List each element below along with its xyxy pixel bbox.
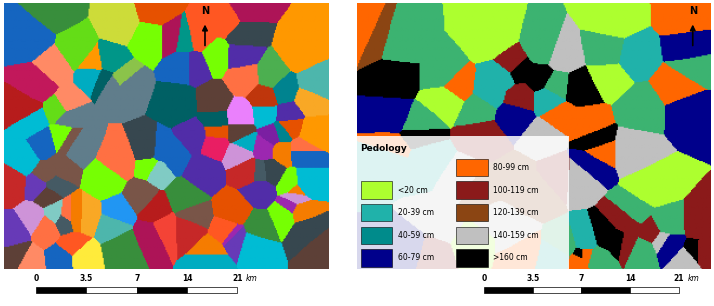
Bar — [361, 181, 393, 199]
Bar — [36, 287, 86, 293]
Text: N: N — [689, 6, 697, 16]
Bar — [137, 287, 187, 293]
Text: km: km — [246, 274, 257, 283]
Text: 3.5: 3.5 — [526, 274, 540, 283]
Bar — [357, 136, 569, 269]
Text: 14: 14 — [182, 274, 192, 283]
Text: >160 cm: >160 cm — [493, 253, 528, 263]
Text: 7: 7 — [579, 274, 584, 283]
Bar — [456, 204, 488, 221]
Text: 3.5: 3.5 — [80, 274, 93, 283]
Text: 20-39 cm: 20-39 cm — [398, 208, 433, 217]
Text: N: N — [201, 6, 209, 16]
Bar — [456, 249, 488, 267]
Text: 21: 21 — [232, 274, 243, 283]
Text: 0: 0 — [34, 274, 39, 283]
Bar — [456, 181, 488, 199]
Bar — [361, 227, 393, 244]
Text: 14: 14 — [625, 274, 635, 283]
Bar — [456, 227, 488, 244]
Bar — [484, 287, 533, 293]
Bar — [630, 287, 678, 293]
Text: Pedology: Pedology — [361, 144, 407, 154]
Bar — [187, 287, 238, 293]
Text: 21: 21 — [673, 274, 684, 283]
Text: 60-79 cm: 60-79 cm — [398, 253, 434, 263]
Bar — [361, 249, 393, 267]
Text: 40-59 cm: 40-59 cm — [398, 231, 434, 240]
Bar — [361, 204, 393, 221]
Text: 80-99 cm: 80-99 cm — [493, 163, 529, 172]
Bar — [456, 159, 488, 176]
Text: 140-159 cm: 140-159 cm — [493, 231, 538, 240]
Text: 120-139 cm: 120-139 cm — [493, 208, 538, 217]
Bar — [581, 287, 630, 293]
Text: km: km — [688, 274, 699, 283]
Bar — [533, 287, 581, 293]
Bar — [86, 287, 137, 293]
Text: <20 cm: <20 cm — [398, 185, 428, 195]
Text: 7: 7 — [134, 274, 139, 283]
Text: 100-119 cm: 100-119 cm — [493, 185, 538, 195]
Text: 0: 0 — [482, 274, 487, 283]
